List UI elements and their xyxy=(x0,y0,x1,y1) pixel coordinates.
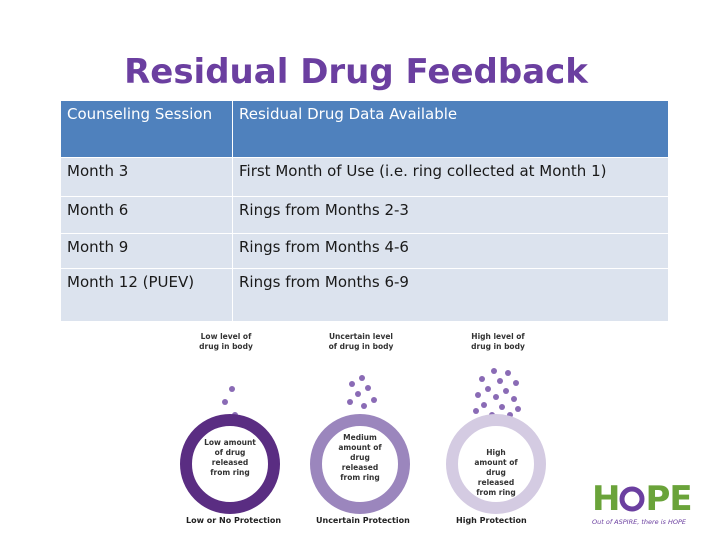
logo-letter-h: H xyxy=(592,479,620,519)
drug-dot xyxy=(365,385,371,391)
ring-high xyxy=(446,414,546,514)
drug-dot xyxy=(355,391,361,397)
data-cell: First Month of Use (i.e. ring collected … xyxy=(232,157,669,197)
session-cell: Month 6 xyxy=(60,196,233,234)
drug-dots-high xyxy=(473,368,521,418)
drug-dot xyxy=(515,406,521,412)
ring-label-high: High amount of drug released from ring xyxy=(474,448,518,497)
slide-title: Residual Drug Feedback xyxy=(124,52,588,92)
table-row: Month 9 Rings from Months 4-6 xyxy=(60,233,669,269)
drug-dot xyxy=(361,403,367,409)
drug-dot xyxy=(513,380,519,386)
protection-uncertain: Uncertain Protection xyxy=(316,516,410,525)
level-label-low: Low level of drug in body xyxy=(199,332,253,351)
drug-level-diagram: Low level of drug in body Low amount of dr… xyxy=(0,320,720,540)
table-row: Month 6 Rings from Months 2-3 xyxy=(60,196,669,234)
header-residual-drug-data: Residual Drug Data Available xyxy=(232,100,669,158)
drug-dot xyxy=(503,388,509,394)
session-cell: Month 3 xyxy=(60,157,233,197)
protection-high: High Protection xyxy=(456,516,527,525)
data-cell: Rings from Months 4-6 xyxy=(232,233,669,269)
table-header-row: Counseling Session Residual Drug Data Av… xyxy=(60,100,669,158)
drug-dot xyxy=(481,402,487,408)
drug-dot xyxy=(479,376,485,382)
ring-low xyxy=(180,414,280,514)
level-label-high: High level of drug in body xyxy=(471,332,525,351)
data-cell: Rings from Months 6-9 xyxy=(232,268,669,322)
drug-dot xyxy=(473,408,479,414)
hope-logo-word: H PE xyxy=(592,479,693,519)
session-cell: Month 12 (PUEV) xyxy=(60,268,233,322)
header-counseling-session: Counseling Session xyxy=(60,100,233,158)
drug-dot xyxy=(229,386,235,392)
drug-dot xyxy=(511,396,517,402)
data-cell: Rings from Months 2-3 xyxy=(232,196,669,234)
ring-uncertain xyxy=(310,414,410,514)
drug-dot xyxy=(485,386,491,392)
drug-dot xyxy=(371,397,377,403)
logo-tagline: Out of ASPIRE, there is HOPE xyxy=(592,518,687,526)
logo-ring-icon xyxy=(619,482,645,512)
hope-logo: H PE Out of ASPIRE, there is HOPE xyxy=(592,480,708,530)
drug-dot xyxy=(491,368,497,374)
table-row: Month 3 First Month of Use (i.e. ring co… xyxy=(60,157,669,197)
table-row: Month 12 (PUEV) Rings from Months 6-9 xyxy=(60,268,669,322)
drug-dots-uncertain xyxy=(347,375,377,409)
drug-dot xyxy=(499,404,505,410)
level-label-uncertain: Uncertain level of drug in body xyxy=(328,332,394,351)
drug-dot xyxy=(475,392,481,398)
drug-dot xyxy=(347,399,353,405)
protection-low: Low or No Protection xyxy=(186,516,282,525)
ring-label-uncertain: Medium amount of drug released from ring xyxy=(338,433,382,482)
session-cell: Month 9 xyxy=(60,233,233,269)
logo-letters-pe: PE xyxy=(645,479,692,519)
ring-label-low: Low amount of drug released from ring xyxy=(204,438,256,477)
drug-dot xyxy=(497,378,503,384)
drug-dot xyxy=(359,375,365,381)
residual-drug-table: Counseling Session Residual Drug Data Av… xyxy=(60,100,669,322)
drug-dot xyxy=(222,399,228,405)
drug-dot xyxy=(505,370,511,376)
drug-dot xyxy=(349,381,355,387)
drug-dot xyxy=(493,394,499,400)
